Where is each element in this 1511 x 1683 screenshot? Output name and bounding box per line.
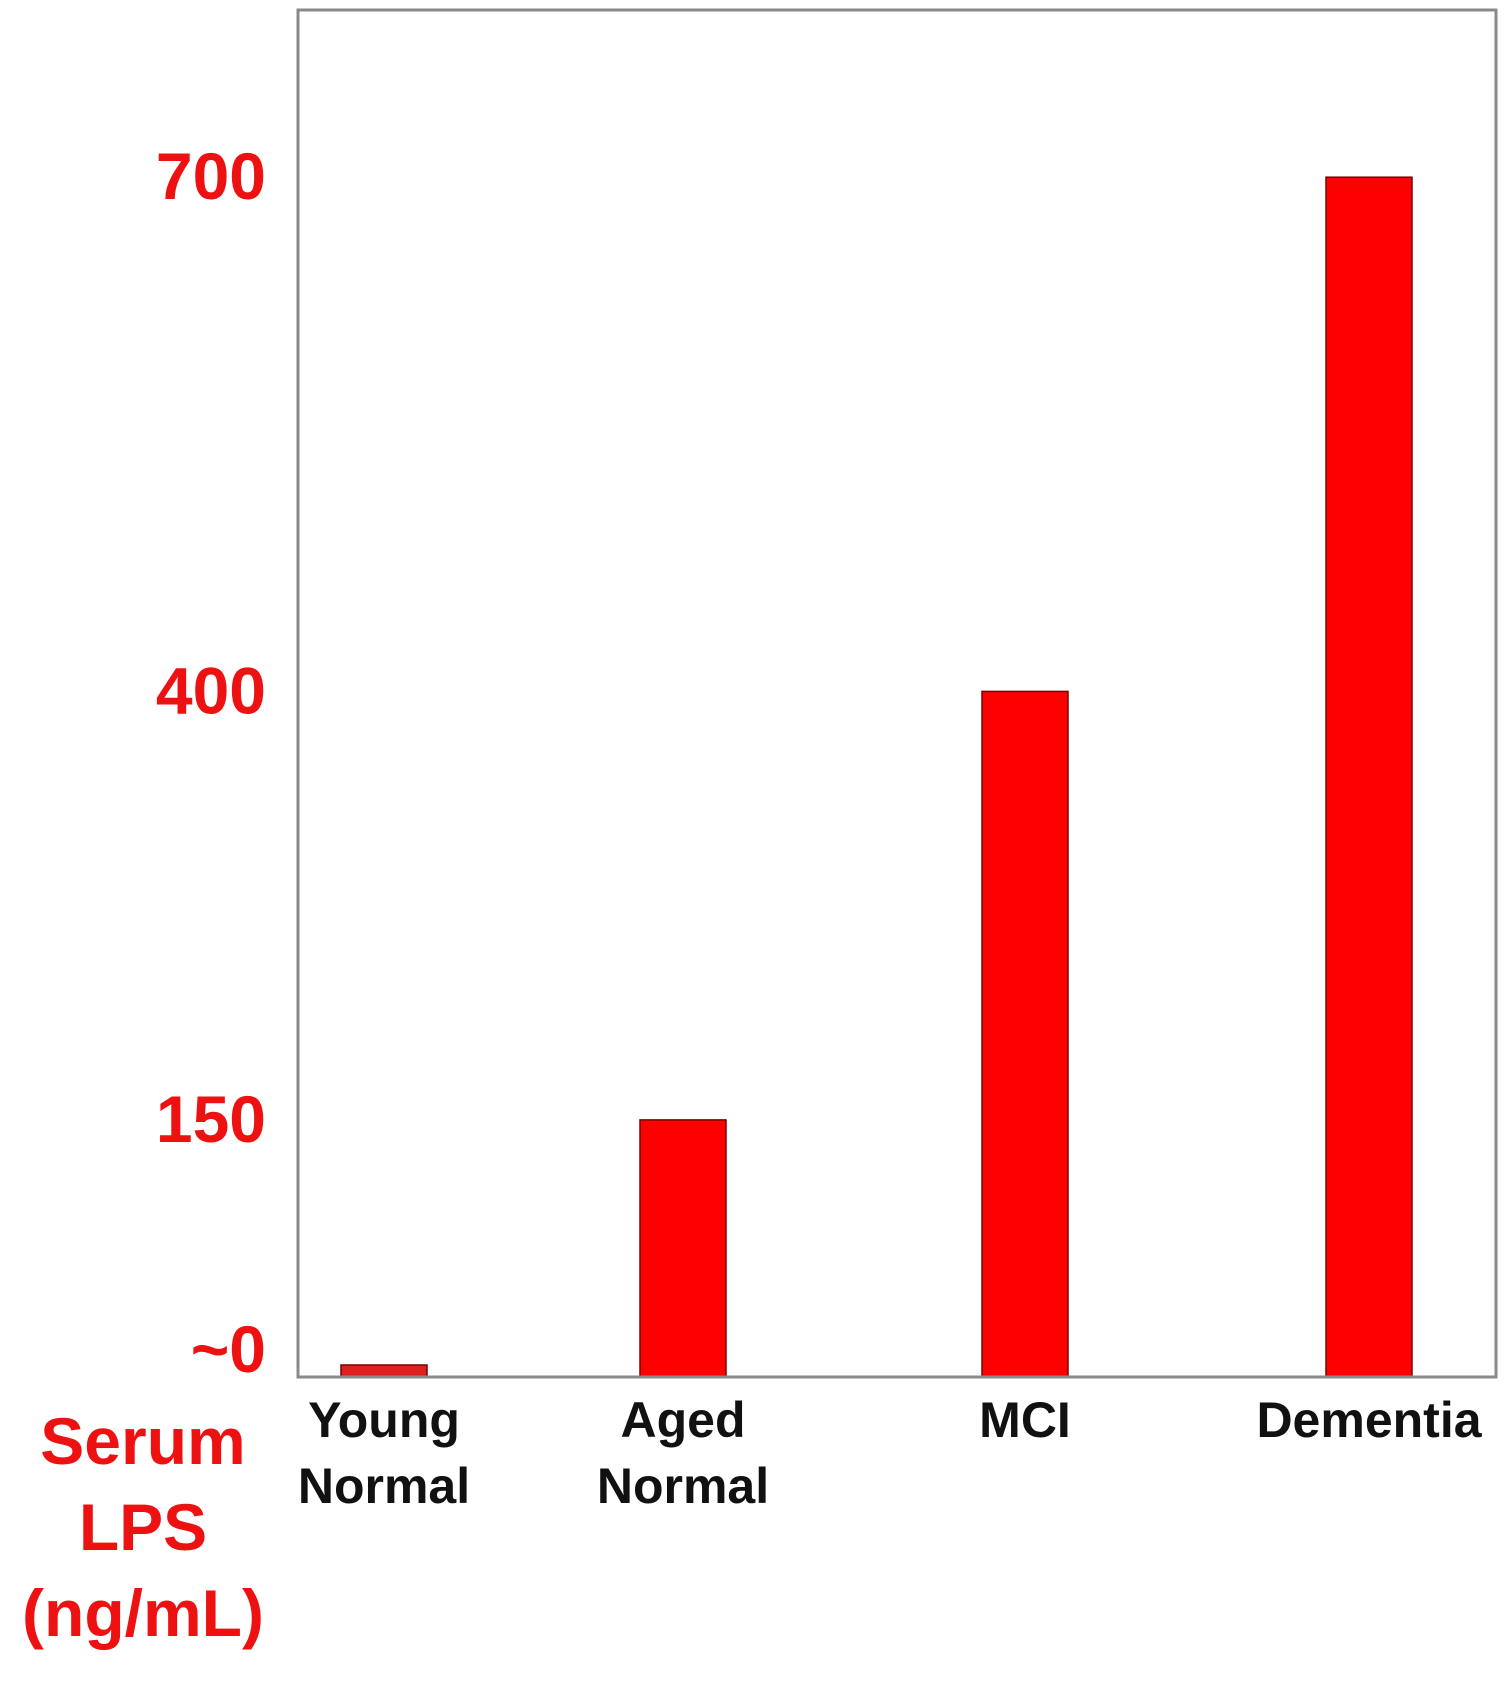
bar-mci <box>981 690 1069 1378</box>
y-tick-label-400: 400 <box>156 653 266 727</box>
x-tick-label-dementia: Dementia <box>1256 1392 1482 1448</box>
bar-dementia <box>1325 176 1413 1378</box>
x-tick-label-young-normal: Young Normal <box>298 1392 470 1514</box>
x-tick-label-aged-normal: Aged Normal <box>597 1392 769 1514</box>
bar-young-normal <box>340 1364 428 1378</box>
y-axis-label: Serum LPS (ng/mL) <box>22 1404 264 1650</box>
bars-group <box>340 176 1413 1378</box>
y-tick-label-150: 150 <box>156 1082 266 1156</box>
y-tick-label-approx-0: ~0 <box>191 1312 266 1386</box>
x-tick-labels: Young Normal Aged Normal MCI Dementia <box>298 1392 1483 1514</box>
y-tick-label-700: 700 <box>156 139 266 213</box>
plot-frame <box>296 8 1498 1379</box>
y-tick-labels: ~0 150 400 700 <box>156 139 266 1386</box>
bar-aged-normal <box>639 1119 727 1378</box>
x-tick-label-mci: MCI <box>979 1392 1071 1448</box>
